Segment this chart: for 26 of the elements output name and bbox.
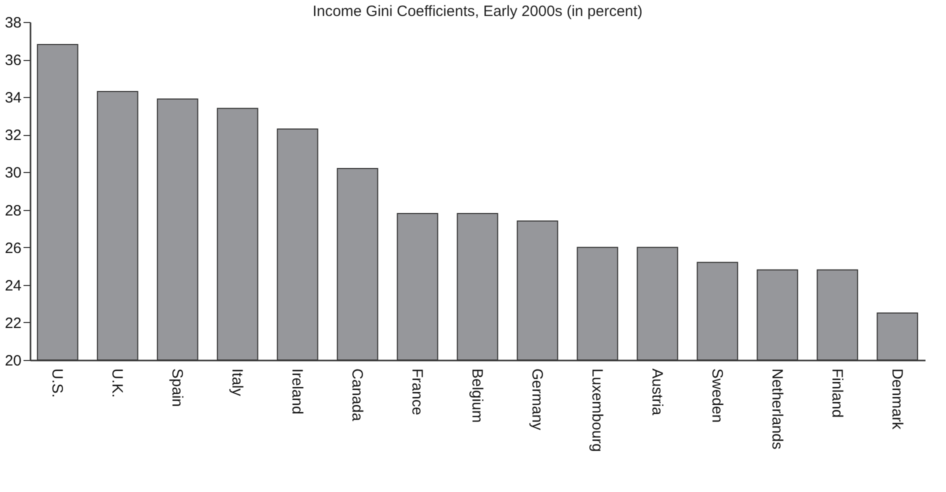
- y-tick-label: 32: [4, 127, 22, 144]
- x-tick-label: Finland: [828, 368, 846, 418]
- x-tick-label: Netherlands: [768, 368, 786, 450]
- x-tick-label: U.S.: [48, 368, 66, 398]
- x-tick-label: Luxembourg: [588, 368, 606, 452]
- x-tick-label: Italy: [228, 368, 246, 397]
- y-tick-label: 28: [4, 202, 22, 220]
- x-tick-label: Germany: [528, 368, 546, 431]
- x-tick-label: Spain: [168, 368, 186, 407]
- y-tick-label: 22: [4, 314, 22, 332]
- y-tick-label: 30: [4, 164, 22, 182]
- x-tick-label: Belgium: [468, 368, 486, 423]
- y-tick-label: 26: [4, 240, 22, 257]
- x-tick-label: Canada: [348, 368, 366, 422]
- x-tick-label: Sweden: [708, 368, 726, 423]
- y-tick-label: 38: [4, 14, 22, 32]
- x-tick-label: Austria: [648, 368, 666, 416]
- x-tick-label: U.K.: [108, 368, 126, 398]
- x-tick-label: France: [408, 368, 426, 416]
- x-tick-label: Ireland: [288, 368, 306, 414]
- x-tick-label: Denmark: [888, 368, 906, 430]
- y-tick-label: 34: [4, 90, 22, 107]
- y-tick-label: 20: [4, 352, 22, 370]
- y-tick-label: 24: [4, 277, 22, 294]
- chart-title: Income Gini Coefficients, Early 2000s (in percent): [312, 3, 642, 20]
- y-tick-label: 36: [4, 52, 22, 70]
